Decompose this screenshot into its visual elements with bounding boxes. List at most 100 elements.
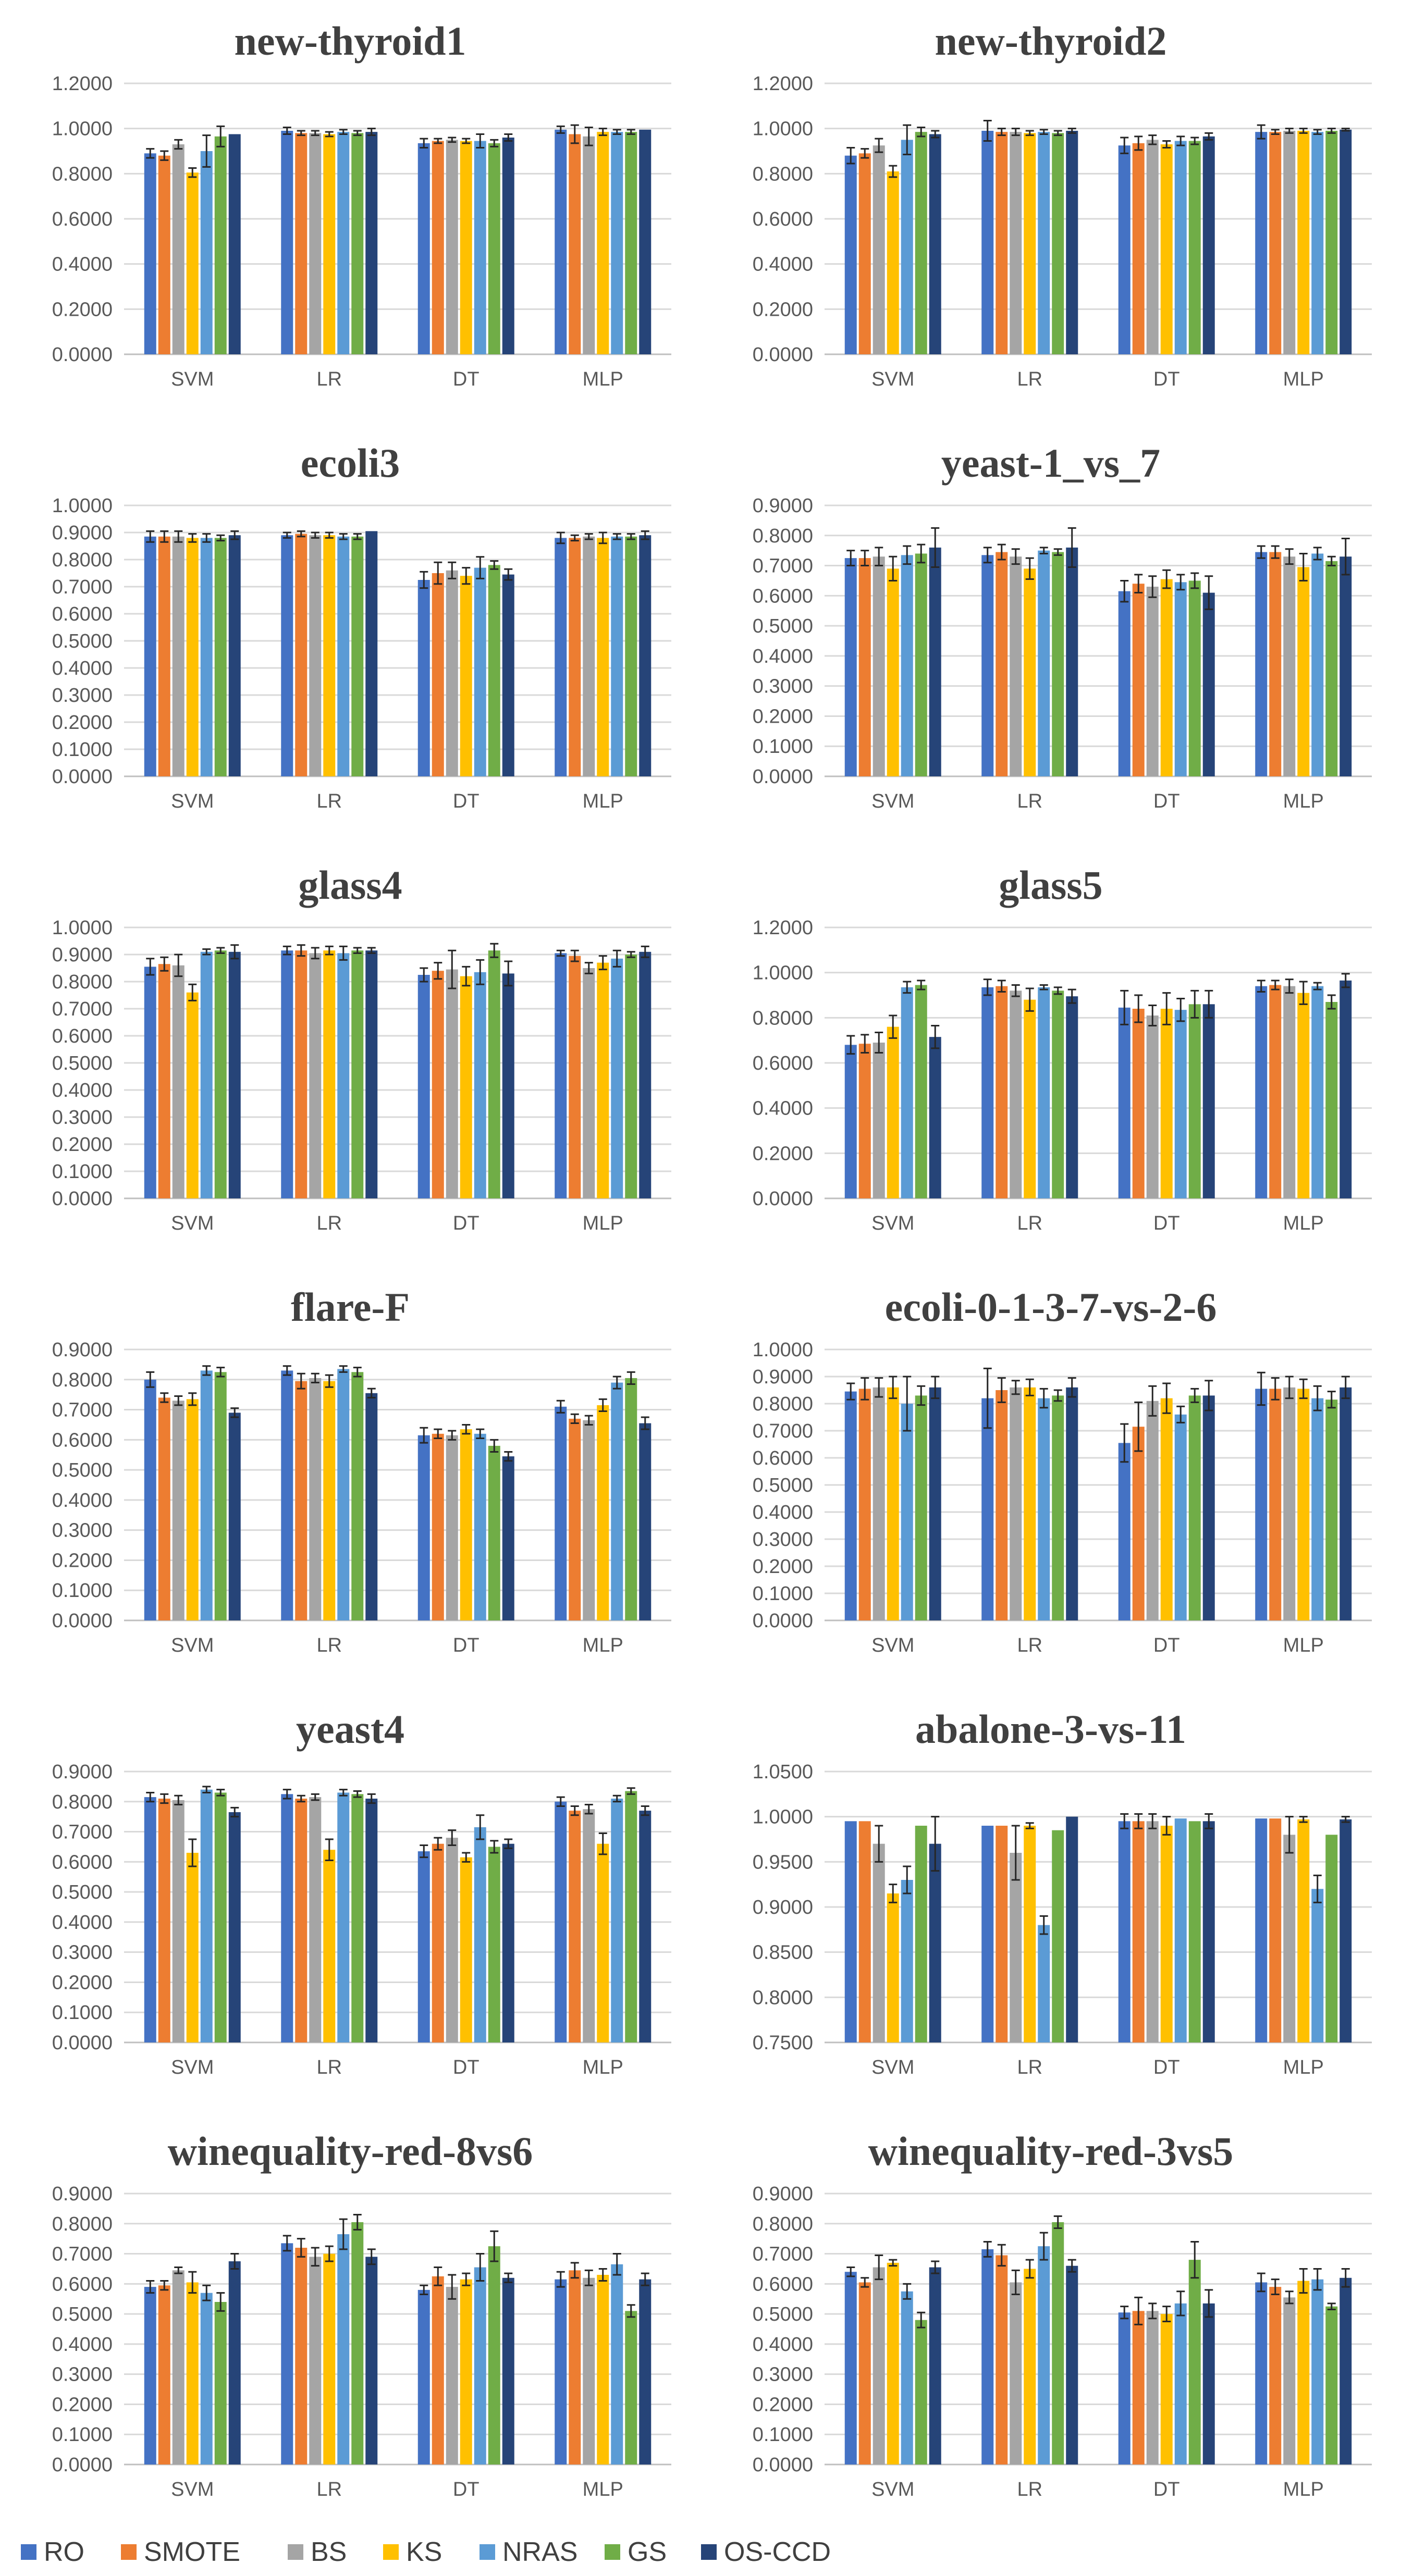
bar-ks-lr [1024, 2269, 1036, 2464]
x-tick-label: LR [316, 2057, 342, 2078]
error-bar-ks-mlp [1299, 128, 1308, 134]
bar-nras-mlp [611, 1799, 623, 2042]
error-bar-os-ccd-lr [367, 1793, 376, 1804]
error-bar-bs-lr [311, 531, 319, 539]
bar-ks-svm [887, 1893, 899, 2042]
error-bar-ro-svm [846, 1035, 855, 1055]
bar-bs-dt [1146, 2311, 1159, 2464]
bar-gs-dt [488, 1445, 500, 1620]
error-bar-gs-dt [490, 139, 499, 147]
bar-gs-svm [915, 132, 927, 354]
y-tick-label: 0.0000 [753, 344, 813, 366]
bar-bs-svm [872, 556, 885, 776]
bar-ro-svm [844, 2272, 857, 2464]
error-bar-gs-lr [353, 1367, 362, 1378]
bar-ks-dt [460, 2279, 472, 2464]
legend-item-smote: SMOTE [121, 2536, 240, 2568]
y-tick-label: 0.9000 [52, 522, 113, 544]
legend-item-os-ccd: OS-CCD [701, 2536, 831, 2568]
error-bar-bs-svm [875, 2254, 883, 2281]
bar-ro-lr [281, 131, 293, 354]
error-bar-os-ccd-mlp [1341, 128, 1350, 132]
bar-bs-dt [1146, 1401, 1159, 1620]
bar-bs-lr [309, 953, 322, 1198]
y-tick-label: 0.7000 [52, 1400, 113, 1421]
bar-ro-dt [1118, 145, 1130, 354]
y-tick-label: 0.5000 [52, 2303, 113, 2325]
bar-bs-dt [1146, 140, 1159, 354]
error-bar-bs-dt [1148, 575, 1157, 598]
bar-ro-svm [144, 1379, 156, 1620]
bar-smote-lr [295, 534, 308, 776]
error-bar-gs-mlp [1327, 994, 1336, 1010]
bar-smote-svm [158, 536, 170, 776]
bar-gs-svm [214, 2302, 227, 2464]
bar-smote-svm [858, 558, 871, 776]
bar-ks-svm [186, 2282, 199, 2464]
error-bar-bs-dt [448, 1430, 457, 1441]
y-tick-label: 1.0500 [753, 1761, 813, 1783]
bar-ro-mlp [1255, 2282, 1268, 2464]
bar-gs-mlp [625, 536, 637, 776]
bar-ks-mlp [597, 2275, 609, 2464]
bar-gs-lr [1052, 1395, 1064, 1620]
error-bar-smote-dt [1134, 1813, 1143, 1829]
x-tick-label: DT [453, 2057, 480, 2078]
error-bar-ks-svm [188, 1838, 197, 1867]
error-bar-ks-lr [325, 945, 334, 956]
chart-panel-glass5: glass5 0.0000 0.2000 0.4000 0.6000 0.8000 1.00… [700, 844, 1401, 1266]
bar-nras-lr [337, 1369, 350, 1620]
error-bar-gs-mlp [1327, 555, 1336, 567]
error-bar-smote-lr [297, 2238, 305, 2258]
bar-ks-mlp [1297, 567, 1310, 776]
error-bar-ro-dt [420, 1427, 428, 1444]
bar-ks-dt [1160, 1826, 1173, 2042]
bar-ks-lr [323, 535, 336, 776]
bar-bs-svm [872, 2267, 885, 2464]
error-bar-smote-lr [997, 1377, 1006, 1403]
y-tick-label: 0.9000 [52, 2183, 113, 2205]
error-bar-bs-svm [174, 953, 183, 977]
x-tick-label: LR [1017, 2057, 1042, 2078]
bar-ro-mlp [555, 1801, 567, 2042]
error-bar-ro-svm [146, 148, 155, 159]
bar-os-ccd-lr [365, 132, 378, 354]
chart-panel-flare-f: flare-F 0.0000 0.1000 0.2000 0.3000 0.4000 0.5… [0, 1266, 700, 1688]
bar-gs-mlp [625, 1791, 637, 2042]
bar-bs-dt [446, 140, 458, 354]
bar-ks-dt [1160, 1009, 1173, 1198]
bar-bs-mlp [1283, 131, 1296, 354]
bar-bs-mlp [583, 1809, 595, 2042]
error-bar-ks-mlp [1299, 981, 1308, 1005]
y-tick-label: 1.0000 [52, 495, 113, 517]
legend-label-ro: RO [44, 2537, 84, 2567]
error-bar-ro-mlp [556, 125, 565, 134]
error-bar-bs-svm [174, 1395, 183, 1406]
bar-bs-dt [1146, 1821, 1159, 2042]
error-bar-smote-svm [861, 1377, 869, 1401]
bar-bs-lr [309, 535, 322, 776]
chart-panel-ecoli3: ecoli3 0.0000 0.1000 0.2000 0.3000 0.4000 0.50… [0, 422, 700, 844]
error-bar-ro-lr [282, 1365, 291, 1376]
bar-nras-svm [901, 555, 913, 776]
bar-gs-lr [351, 2222, 364, 2464]
bar-gs-dt [488, 2246, 500, 2464]
error-bar-ro-lr [983, 2240, 992, 2258]
bar-smote-svm [858, 153, 871, 354]
error-bar-ks-lr [1025, 1822, 1034, 1829]
bar-os-ccd-dt [1202, 136, 1215, 354]
error-bar-os-ccd-lr [1067, 988, 1076, 1004]
y-tick-label: 0.8000 [52, 2213, 113, 2235]
bar-os-ccd-dt [1202, 1821, 1215, 2042]
bar-ks-lr [1024, 999, 1036, 1198]
y-tick-label: 0.2000 [52, 1550, 113, 1571]
error-bar-nras-svm [903, 1376, 912, 1432]
bar-bs-svm [172, 536, 185, 776]
error-bar-os-ccd-dt [504, 1838, 513, 1849]
bar-ro-mlp [1255, 552, 1268, 776]
error-bar-bs-lr [311, 2247, 319, 2267]
error-bar-os-ccd-mlp [1341, 2268, 1350, 2288]
y-tick-label: 0.2000 [753, 1556, 813, 1578]
y-tick-label: 1.0000 [753, 1806, 813, 1828]
error-bar-os-ccd-dt [1205, 575, 1213, 610]
